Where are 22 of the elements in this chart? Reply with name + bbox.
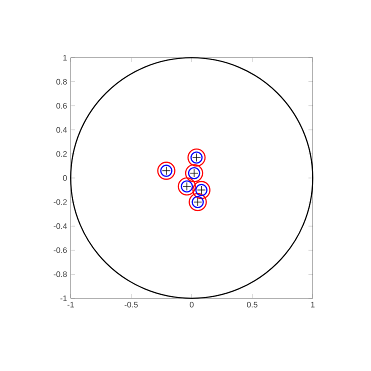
- x-tick-label: 0: [190, 302, 194, 308]
- x-tick-label: 1: [311, 302, 315, 308]
- point: [157, 162, 176, 180]
- y-tick-label: 0.6: [56, 102, 67, 109]
- y-tick-label: 0.4: [56, 127, 67, 133]
- point: [187, 148, 206, 167]
- y-tick-label: 0: [63, 175, 67, 181]
- y-tick-label: -0.2: [54, 199, 67, 205]
- x-tick-label: 0.5: [246, 302, 258, 308]
- y-tick-label: 1: [63, 54, 67, 60]
- y-tick-label: -1: [60, 296, 67, 302]
- y-tick-label: -0.8: [54, 271, 67, 278]
- y-tick-label: 0.8: [56, 78, 67, 85]
- x-tick-label: -1: [68, 302, 74, 308]
- point: [188, 192, 207, 212]
- point: [192, 180, 210, 200]
- y-tick-label: 0.2: [56, 151, 67, 157]
- point: [178, 177, 196, 196]
- x-tick-label: -0.5: [124, 302, 138, 308]
- point: [185, 164, 204, 182]
- y-tick-label: -0.6: [54, 247, 67, 254]
- y-tick-label: -0.4: [54, 223, 67, 229]
